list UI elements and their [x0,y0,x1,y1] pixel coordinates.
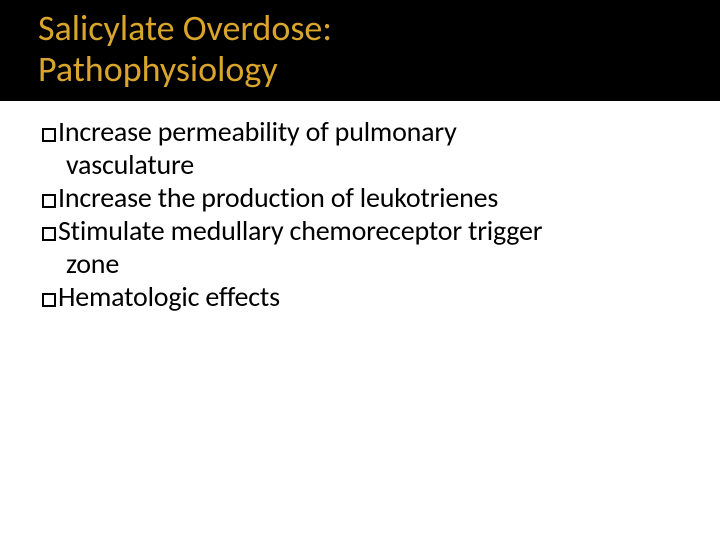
bullet-text: zone [66,246,119,281]
bullet-text: vasculature [66,147,194,182]
bullet-text: Increase permeability of pulmonary [58,114,457,149]
square-bullet-icon [42,128,56,142]
body-area: Increase permeability of pulmonary vascu… [0,101,720,313]
title-band: Salicylate Overdose: Pathophysiology [0,0,720,101]
bullet-text: Hematologic effects [58,279,280,314]
bullet-text: Increase the production of leukotrienes [58,180,498,215]
bullet-item: Increase the production of leukotrienes [42,181,680,214]
square-bullet-icon [42,227,56,241]
title-line-2: Pathophysiology [38,47,278,91]
title-line-1: Salicylate Overdose: [38,6,332,50]
bullet-item: Hematologic effects [42,280,680,313]
bullet-continuation: zone [42,247,680,280]
slide: Salicylate Overdose: Pathophysiology Inc… [0,0,720,540]
bullet-text: Stimulate medullary chemoreceptor trigge… [58,213,542,248]
square-bullet-icon [42,293,56,307]
slide-title: Salicylate Overdose: Pathophysiology [38,8,720,91]
bullet-item: Increase permeability of pulmonary [42,115,680,148]
bullet-continuation: vasculature [42,148,680,181]
bullet-item: Stimulate medullary chemoreceptor trigge… [42,214,680,247]
square-bullet-icon [42,194,56,208]
